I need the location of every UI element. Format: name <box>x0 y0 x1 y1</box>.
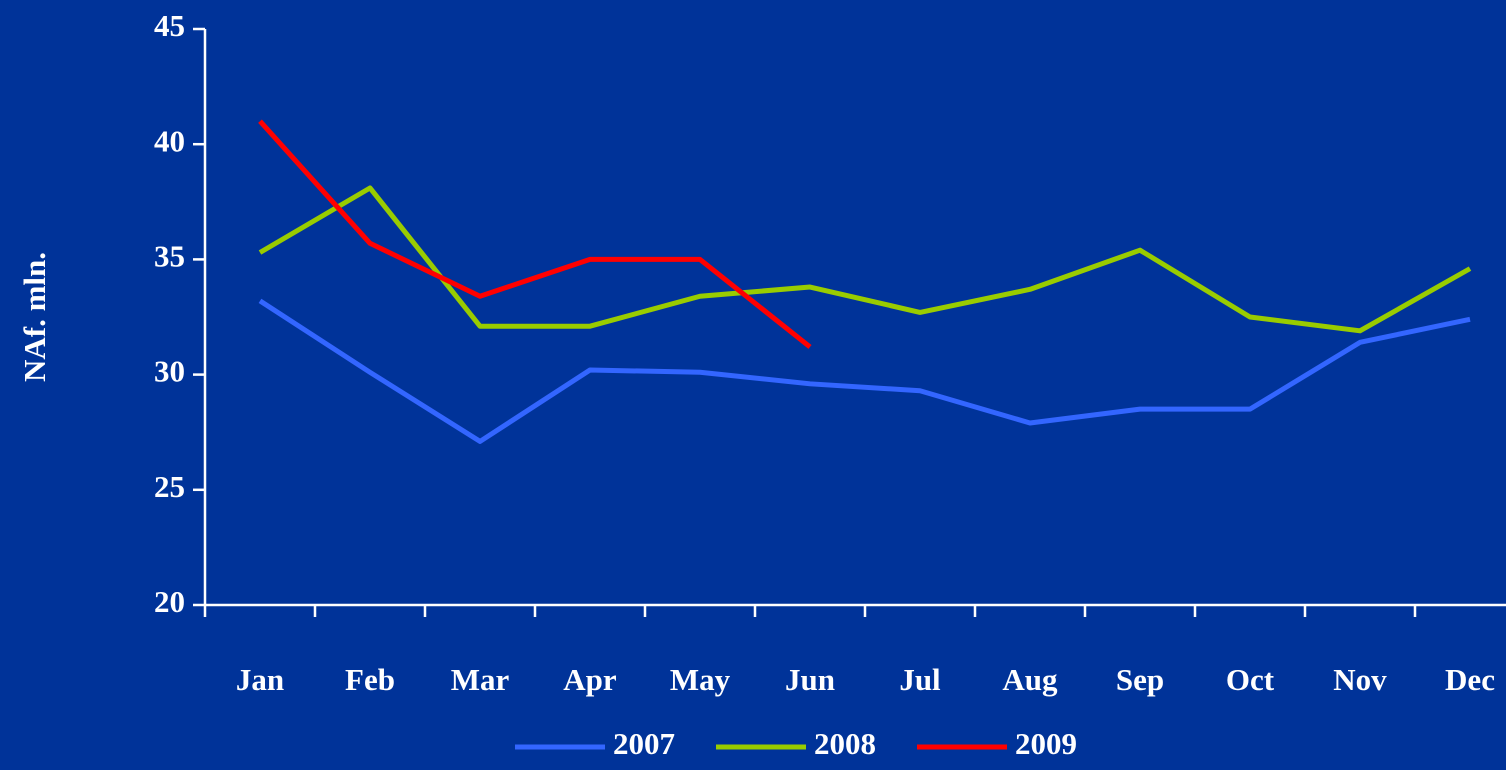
x-tick-label: Jun <box>785 662 835 697</box>
y-tick-label: 20 <box>154 584 185 619</box>
x-tick-label: Mar <box>451 662 510 697</box>
x-tick-label: Nov <box>1333 662 1387 697</box>
x-tick-label: Dec <box>1445 662 1495 697</box>
x-tick-label: Jul <box>899 662 941 697</box>
x-tick-label: Aug <box>1002 662 1058 697</box>
legend-label: 2007 <box>613 726 675 761</box>
series-line <box>258 298 1471 444</box>
legend-label: 2009 <box>1015 726 1077 761</box>
x-tick-label: May <box>670 662 731 697</box>
legend-label: 2008 <box>814 726 876 761</box>
x-tick-label: Feb <box>345 662 395 697</box>
y-tick-label: 45 <box>154 8 185 43</box>
x-tick-label: Jan <box>236 662 284 697</box>
y-tick-label: 35 <box>154 239 185 274</box>
series-line <box>258 185 1472 334</box>
y-tick-label: 30 <box>154 354 185 389</box>
x-tick-label: Oct <box>1226 662 1275 697</box>
y-tick-label: 40 <box>154 123 185 158</box>
x-tick-label: Sep <box>1116 662 1164 697</box>
y-axis-label: NAf. mln. <box>17 252 52 382</box>
series-line <box>258 119 812 349</box>
y-tick-label: 25 <box>154 469 185 504</box>
x-tick-label: Apr <box>563 662 617 697</box>
